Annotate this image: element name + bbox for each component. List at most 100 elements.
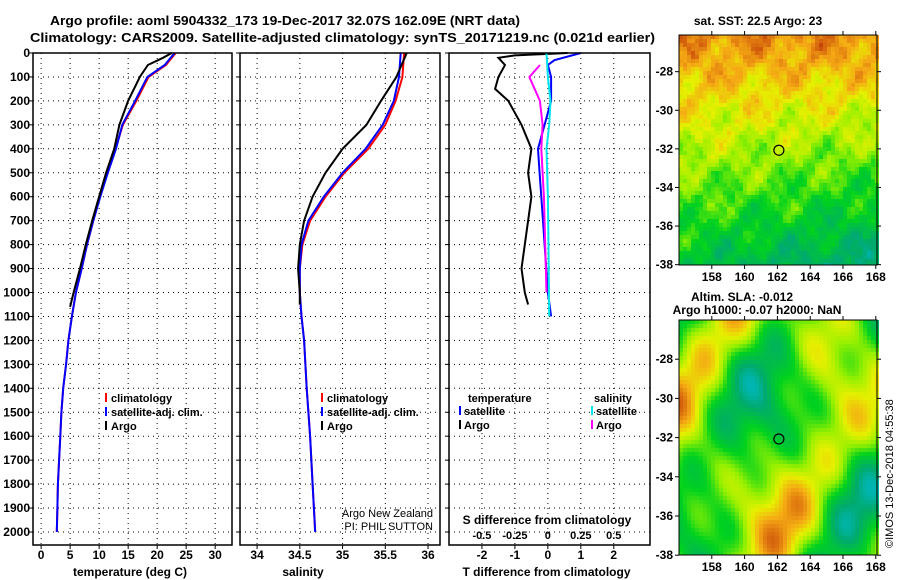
- map-cell: [699, 227, 703, 231]
- map-cell: [823, 211, 827, 215]
- map-cell: [743, 420, 747, 424]
- map-cell: [863, 324, 867, 328]
- map-cell: [735, 39, 739, 43]
- map-cell: [723, 67, 727, 71]
- map-cell: [783, 175, 787, 179]
- map-cell: [727, 456, 731, 460]
- map-cell: [859, 356, 863, 360]
- map-cell: [795, 476, 799, 480]
- map-cell: [767, 107, 771, 111]
- map-cell: [839, 428, 843, 432]
- map-cell: [831, 452, 835, 456]
- map-cell: [751, 324, 755, 328]
- map-cell: [739, 368, 743, 372]
- map-cell: [739, 396, 743, 400]
- map-cell: [863, 456, 867, 460]
- map-cell: [795, 420, 799, 424]
- map-cell: [835, 432, 839, 436]
- map-cell: [703, 247, 707, 251]
- map-cell: [715, 384, 719, 388]
- map-cell: [831, 83, 835, 87]
- map-cell: [747, 163, 751, 167]
- map-cell: [811, 175, 815, 179]
- map-cell: [771, 255, 775, 259]
- map-cell: [759, 239, 763, 243]
- map-cell: [687, 464, 691, 468]
- map-cell: [787, 175, 791, 179]
- map-cell: [751, 187, 755, 191]
- map-cell: [707, 227, 711, 231]
- map-cell: [867, 460, 871, 464]
- map-cell: [759, 163, 763, 167]
- map-cell: [735, 247, 739, 251]
- map-cell: [831, 123, 835, 127]
- map-cell: [715, 332, 719, 336]
- map-cell: [731, 352, 735, 356]
- map-cell: [831, 55, 835, 59]
- map-cell: [711, 440, 715, 444]
- map-cell: [819, 472, 823, 476]
- map-cell: [815, 476, 819, 480]
- map-cell: [851, 348, 855, 352]
- map-cell: [739, 440, 743, 444]
- map-cell: [803, 215, 807, 219]
- map-cell: [711, 231, 715, 235]
- map-cell: [743, 171, 747, 175]
- map-cell: [703, 376, 707, 380]
- map-cell: [735, 87, 739, 91]
- map-cell: [711, 183, 715, 187]
- map-cell: [739, 59, 743, 63]
- map-cell: [839, 432, 843, 436]
- map-cell: [815, 183, 819, 187]
- map-cell: [839, 259, 843, 263]
- map-cell: [759, 408, 763, 412]
- map-cell: [699, 460, 703, 464]
- map-cell: [683, 464, 687, 468]
- map-cell: [683, 91, 687, 95]
- map-cell: [687, 396, 691, 400]
- map-cell: [863, 476, 867, 480]
- map-cell: [795, 39, 799, 43]
- map-cell: [807, 247, 811, 251]
- map-cell: [867, 408, 871, 412]
- map-cell: [683, 444, 687, 448]
- map-cell: [767, 460, 771, 464]
- map-cell: [787, 95, 791, 99]
- map-cell: [859, 199, 863, 203]
- map-cell: [839, 231, 843, 235]
- map-cell: [727, 328, 731, 332]
- map-cell: [783, 87, 787, 91]
- map-cell: [703, 235, 707, 239]
- map-cell: [707, 63, 711, 67]
- map-cell: [799, 119, 803, 123]
- map-cell: [687, 360, 691, 364]
- map-cell: [743, 340, 747, 344]
- map-cell: [871, 408, 875, 412]
- map-cell: [851, 400, 855, 404]
- map-cell: [727, 51, 731, 55]
- map-cell: [703, 412, 707, 416]
- map-cell: [771, 107, 775, 111]
- map-cell: [711, 143, 715, 147]
- map-cell: [767, 35, 771, 39]
- map-cell: [851, 171, 855, 175]
- map-cell: [835, 372, 839, 376]
- lon-tick-label: 160: [735, 270, 755, 284]
- map-cell: [743, 344, 747, 348]
- map-cell: [687, 123, 691, 127]
- map-cell: [727, 119, 731, 123]
- map-cell: [743, 83, 747, 87]
- map-cell: [687, 392, 691, 396]
- map-cell: [851, 332, 855, 336]
- map-cell: [807, 456, 811, 460]
- map-cell: [867, 364, 871, 368]
- map-cell: [727, 243, 731, 247]
- map-cell: [803, 51, 807, 55]
- map-cell: [827, 392, 831, 396]
- map-cell: [791, 131, 795, 135]
- map-cell: [763, 436, 767, 440]
- map-cell: [695, 155, 699, 159]
- map-cell: [775, 39, 779, 43]
- map-cell: [863, 460, 867, 464]
- map-cell: [851, 247, 855, 251]
